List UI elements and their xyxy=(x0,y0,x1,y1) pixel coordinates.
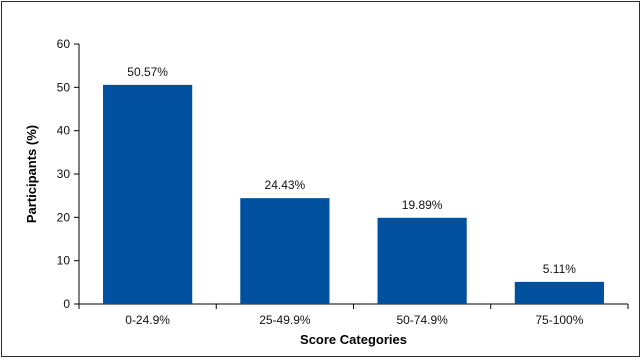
y-axis: 0 10 20 30 40 50 60 xyxy=(57,37,80,311)
x-tick-label: 0-24.9% xyxy=(125,313,170,327)
y-tick-label: 20 xyxy=(57,210,71,224)
y-axis-title: Participants (%) xyxy=(24,125,39,223)
y-tick-label: 50 xyxy=(57,80,71,94)
y-tick-label: 10 xyxy=(57,254,71,268)
bars: 50.57% 24.43% 19.89% 5.11% xyxy=(103,65,604,304)
bar-value-label: 50.57% xyxy=(127,65,168,79)
bar xyxy=(240,198,330,304)
y-tick-label: 30 xyxy=(57,167,71,181)
x-tick-label: 75-100% xyxy=(535,313,583,327)
x-axis-title: Score Categories xyxy=(300,332,407,347)
x-tick-label: 25-49.9% xyxy=(259,313,311,327)
bar xyxy=(377,217,467,304)
y-tick-label: 0 xyxy=(63,297,70,311)
y-tick-label: 40 xyxy=(57,124,71,138)
bar-value-label: 19.89% xyxy=(402,198,443,212)
bar-value-label: 5.11% xyxy=(543,262,576,276)
x-tick-label: 50-74.9% xyxy=(396,313,448,327)
y-tick-label: 60 xyxy=(57,37,71,51)
bar xyxy=(514,281,604,304)
x-axis: 0-24.9% 25-49.9% 50-74.9% 75-100% xyxy=(78,303,629,327)
bar-value-label: 24.43% xyxy=(265,178,306,192)
bar xyxy=(103,84,193,304)
